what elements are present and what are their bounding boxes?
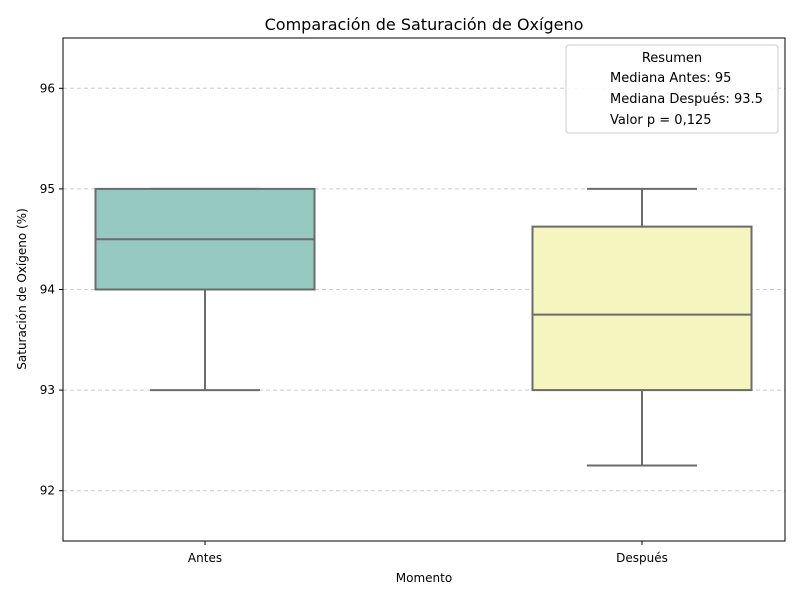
x-tick-label: Después (616, 551, 668, 565)
y-tick-label: 92 (40, 484, 55, 498)
x-axis: Antes Después (188, 541, 668, 565)
legend-box (565, 44, 779, 134)
x-tick-label: Antes (188, 551, 222, 565)
y-tick-label: 94 (40, 283, 55, 297)
box-antes (94, 187, 316, 392)
legend: Resumen Mediana Antes: 95 Mediana Después:… (565, 44, 779, 134)
x-axis-label: Momento (396, 571, 452, 585)
y-axis: 92 93 94 95 96 (40, 81, 63, 498)
y-tick-label: 95 (40, 182, 55, 196)
chart-title: Comparación de Saturación de Oxígeno (265, 15, 584, 34)
y-axis-label: Saturación de Oxígeno (%) (15, 208, 29, 369)
boxes-group (94, 187, 753, 467)
legend-entry: Mediana Después: 93.5 (610, 92, 763, 107)
iqr-box (531, 225, 753, 392)
box-después (531, 187, 753, 467)
legend-entry: Valor p = 0,125 (610, 113, 712, 128)
legend-entry: Mediana Antes: 95 (610, 71, 731, 86)
legend-title: Resumen (642, 51, 702, 66)
y-tick-label: 93 (40, 383, 55, 397)
y-tick-label: 96 (40, 81, 55, 95)
